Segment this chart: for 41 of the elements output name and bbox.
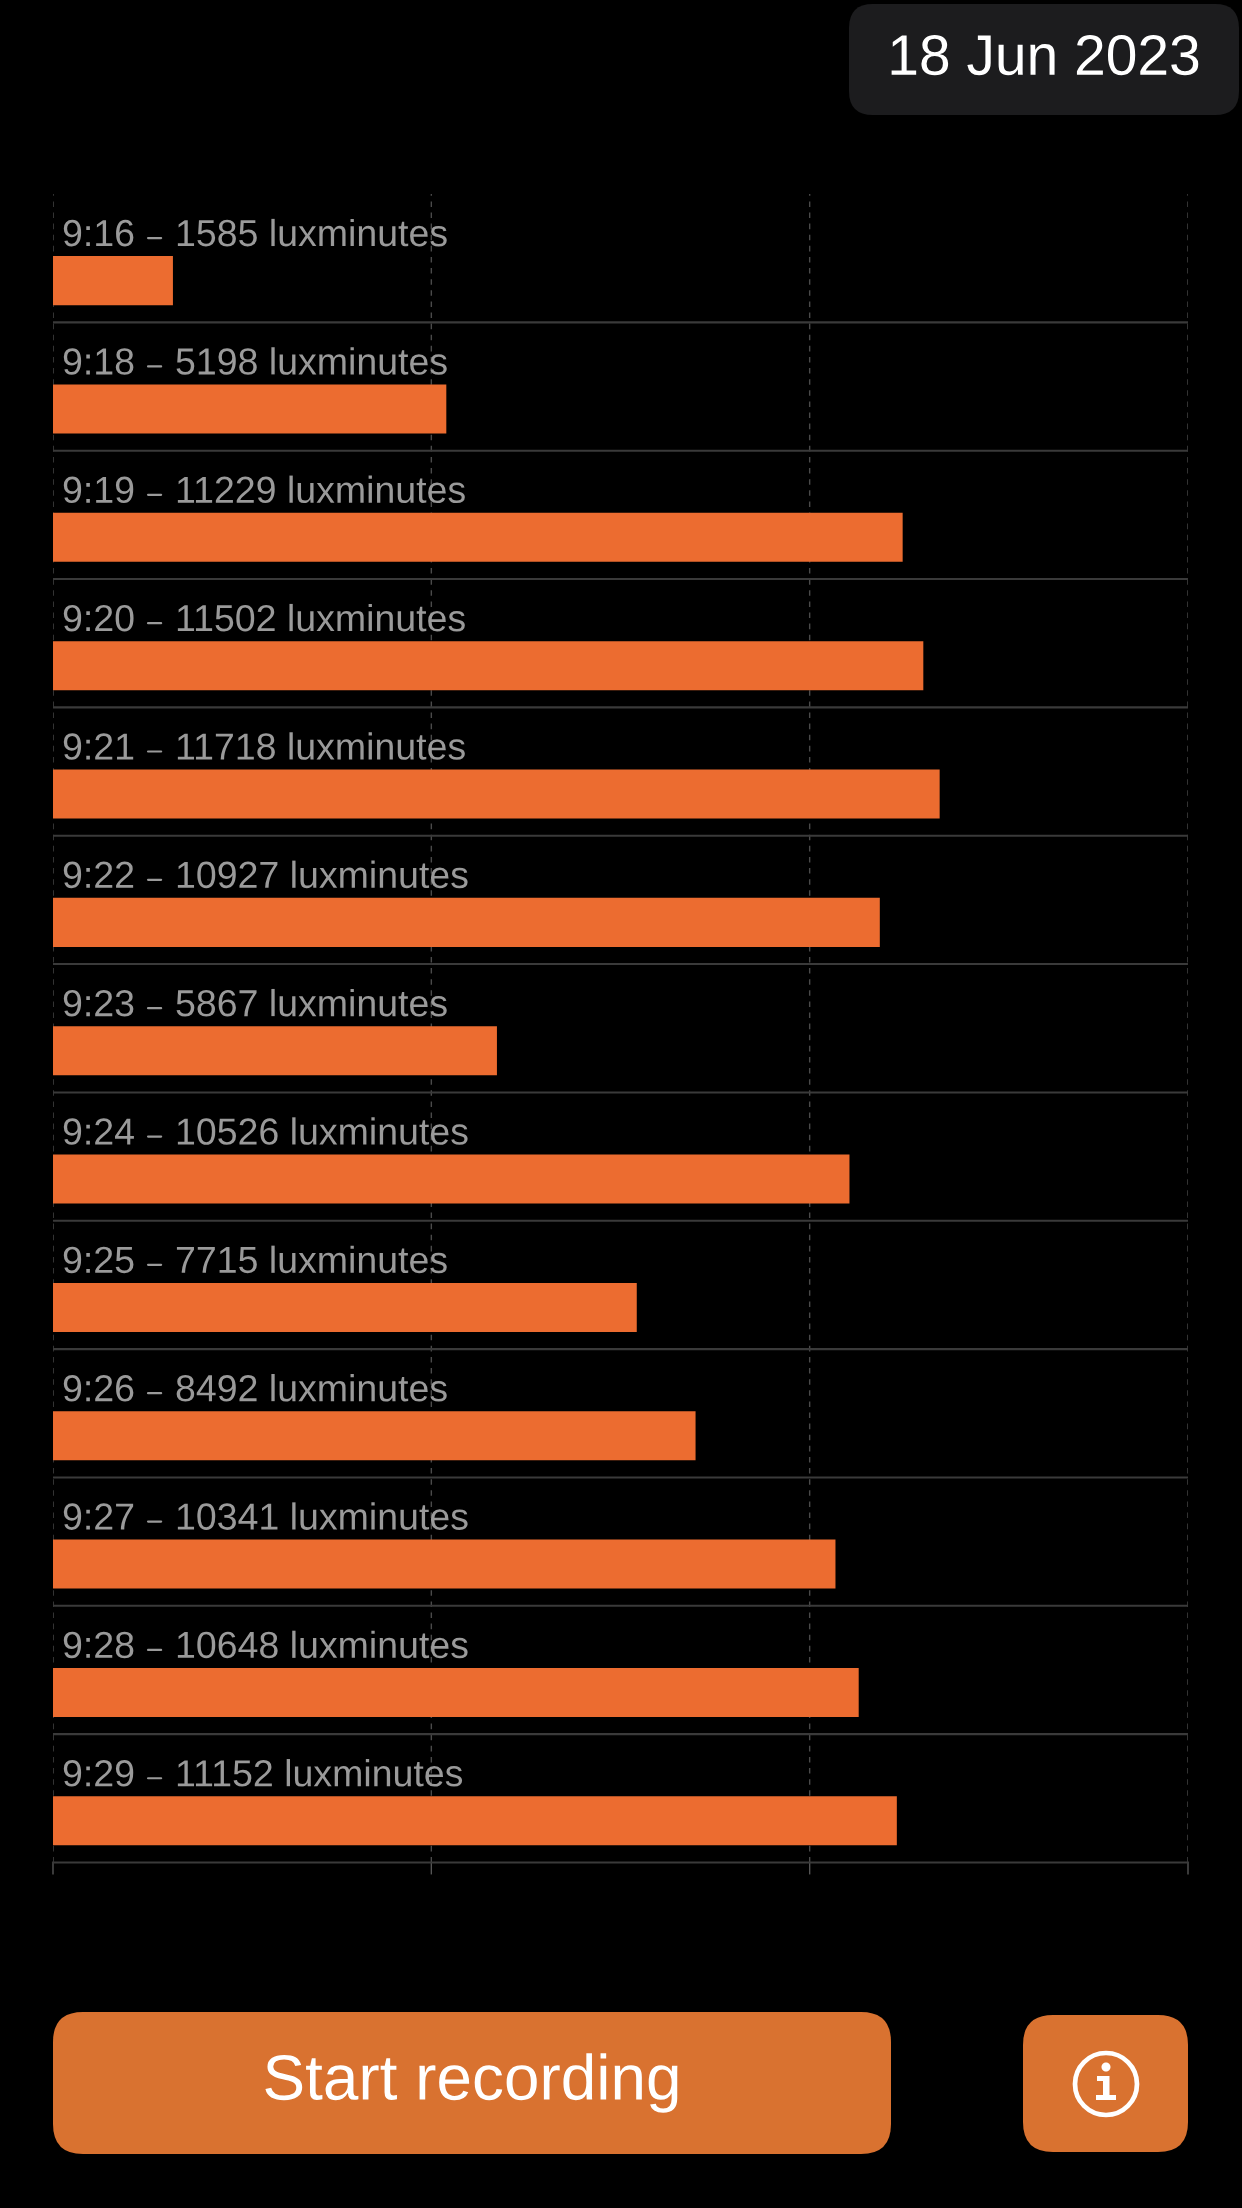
- data-label: 5198 luxminutes: [176, 347, 447, 375]
- bar: [53, 769, 940, 819]
- data-label: 11718 luxminutes: [177, 732, 465, 760]
- data-label: 10927 luxminutes: [177, 860, 468, 889]
- bar: [53, 1154, 850, 1204]
- data-label: 10341 luxminutes: [177, 1502, 468, 1530]
- bar: [53, 384, 447, 434]
- bar: [53, 512, 903, 562]
- data-label: 11502 luxminutes: [177, 603, 465, 632]
- y-tick-label: 9:22: [63, 861, 134, 889]
- data-label: 11152 luxminutes: [177, 1759, 463, 1787]
- data-label: 8492 luxminutes: [176, 1373, 447, 1402]
- bar: [53, 1667, 859, 1717]
- y-tick-label: 9:29: [63, 1760, 134, 1787]
- y-tick-label: 9:28: [63, 1631, 134, 1659]
- data-label: 11229 luxminutes: [177, 475, 465, 504]
- y-tick-label: 9:18: [63, 348, 134, 375]
- data-label: 10648 luxminutes: [177, 1630, 468, 1659]
- y-tick-label: 9:27: [63, 1503, 134, 1530]
- y-tick-label: 9:16: [63, 219, 134, 247]
- bar: [53, 1411, 696, 1461]
- bar: [53, 1282, 637, 1332]
- chart-title: 18 Jun 2023: [891, 34, 1199, 76]
- bar: [53, 897, 880, 947]
- data-label: 10526 luxminutes: [177, 1117, 468, 1145]
- y-tick-label: 9:25: [63, 1246, 134, 1274]
- y-tick-label: 9:23: [63, 989, 134, 1017]
- y-tick-label: 9:26: [63, 1374, 134, 1402]
- data-label: 1585 luxminutes: [177, 218, 447, 247]
- bar: [53, 1539, 836, 1589]
- data-label: 5867 luxminutes: [176, 988, 447, 1017]
- bar: [53, 256, 173, 306]
- bar: [53, 1026, 497, 1076]
- bar: [53, 1796, 897, 1846]
- bar: [53, 641, 924, 691]
- text: Start recording: [265, 2053, 678, 2113]
- y-tick-label: 9:24: [63, 1118, 134, 1145]
- y-tick-label: 9:21: [63, 733, 134, 760]
- y-tick-label: 9:20: [63, 604, 134, 632]
- data-label: 7715 luxminutes: [176, 1245, 447, 1274]
- y-tick-label: 9:19: [63, 476, 134, 504]
